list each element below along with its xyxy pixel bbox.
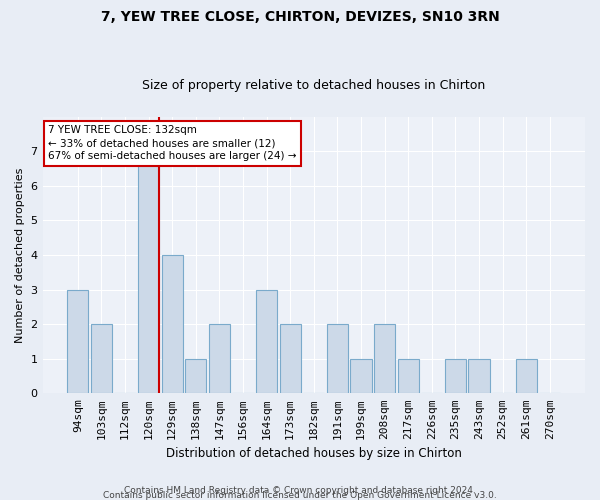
Text: Contains public sector information licensed under the Open Government Licence v3: Contains public sector information licen… [103,491,497,500]
Y-axis label: Number of detached properties: Number of detached properties [15,168,25,342]
Title: Size of property relative to detached houses in Chirton: Size of property relative to detached ho… [142,79,485,92]
Bar [350,358,371,394]
X-axis label: Distribution of detached houses by size in Chirton: Distribution of detached houses by size … [166,447,462,460]
Bar [515,358,537,394]
Text: 7, YEW TREE CLOSE, CHIRTON, DEVIZES, SN10 3RN: 7, YEW TREE CLOSE, CHIRTON, DEVIZES, SN1… [101,10,499,24]
Text: 7 YEW TREE CLOSE: 132sqm
← 33% of detached houses are smaller (12)
67% of semi-d: 7 YEW TREE CLOSE: 132sqm ← 33% of detach… [48,125,296,162]
Bar [256,290,277,394]
Bar [209,324,230,394]
Bar [469,358,490,394]
Bar [161,255,183,394]
Bar [185,358,206,394]
Bar [327,324,348,394]
Bar [138,152,159,394]
Bar [445,358,466,394]
Bar [67,290,88,394]
Text: Contains HM Land Registry data © Crown copyright and database right 2024.: Contains HM Land Registry data © Crown c… [124,486,476,495]
Bar [398,358,419,394]
Bar [280,324,301,394]
Bar [374,324,395,394]
Bar [91,324,112,394]
